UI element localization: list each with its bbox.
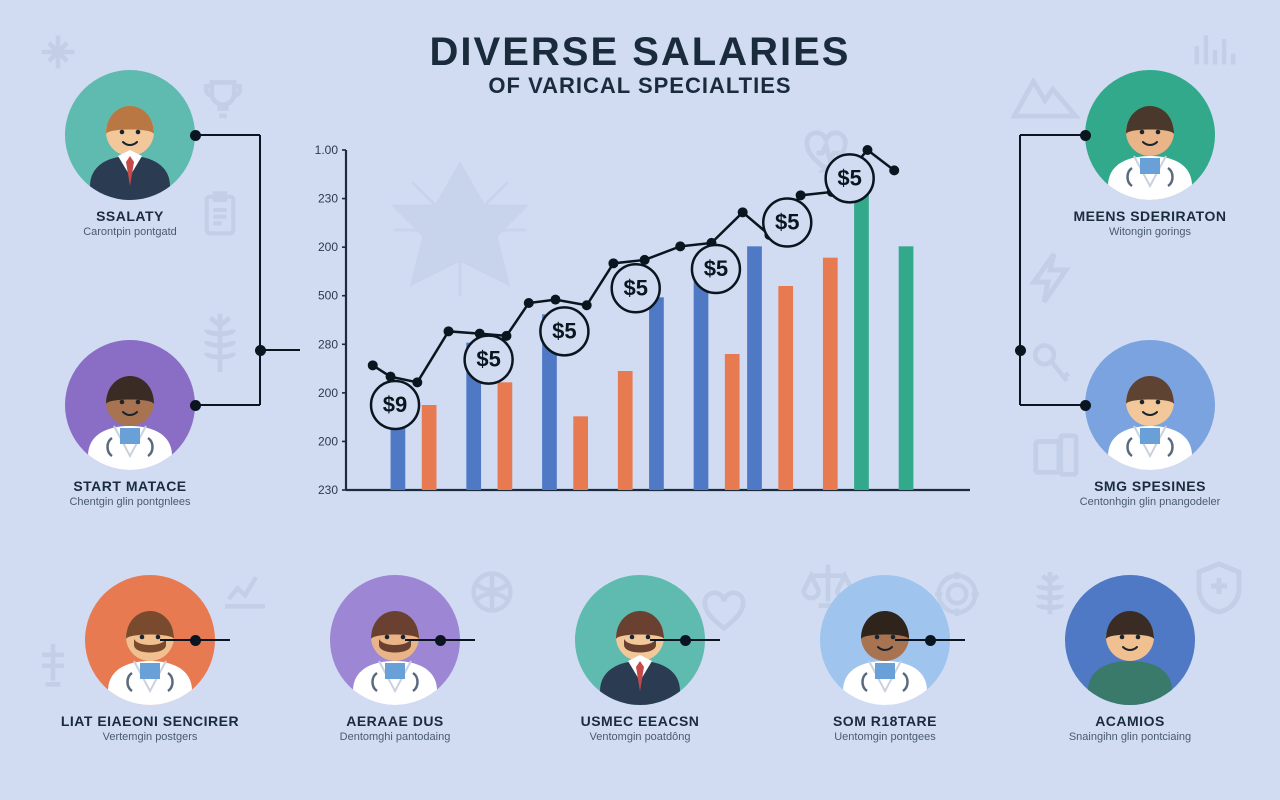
specialty-name: SSALATY [45,208,215,224]
specialty-name: USMEC EEACSN [545,713,735,729]
specialty-card: MEENS SDERIRATON Witongin gorings [1065,70,1235,238]
specialty-card: SOM R18TARE Uentomgin pontgees [790,575,980,743]
svg-text:200: 200 [318,386,338,400]
avatar [1085,340,1215,470]
specialty-name: AERAAE DUS [300,713,490,729]
svg-text:200: 200 [318,240,338,254]
specialty-caption: Ventomgin poatdông [545,731,735,743]
svg-text:$5: $5 [623,275,647,300]
specialty-card: ACAMIOS Snaingihn glin pontciaing [1035,575,1225,743]
bars-icon [1190,28,1240,68]
specialty-caption: Dentomghi pantodaing [300,731,490,743]
title-block: DIVERSE SALARIES OF VARICAL SPECIALTIES [430,30,851,99]
specialty-caption: Vertemgin postgers [55,731,245,743]
specialty-name: SOM R18TARE [790,713,980,729]
avatar [1085,70,1215,200]
svg-text:$5: $5 [837,165,861,190]
specialty-card: START MATACE Chentgin glin pontgnlees [45,340,215,508]
specialty-caption: Snaingihn glin pontciaing [1035,731,1225,743]
specialty-name: START MATACE [45,478,215,494]
salary-chart: 1.00 230 200 500 280 200 200 230 $9 $5 $5 $5 $5 $5 $5 [300,140,980,510]
specialty-caption: Centonhgin glin pnangodeler [1065,496,1235,508]
specialty-caption: Uentomgin pontgees [790,731,980,743]
specialty-card: SSALATY Carontpin pontgatd [45,70,215,238]
svg-text:$5: $5 [552,318,576,343]
plus-icon [36,30,80,74]
specialty-card: SMG SPESINES Centonhgin glin pnangodeler [1065,340,1235,508]
svg-text:230: 230 [318,192,338,206]
page-subtitle: OF VARICAL SPECIALTIES [430,73,851,99]
svg-text:200: 200 [318,434,338,448]
svg-text:$9: $9 [383,392,407,417]
avatar [1065,575,1195,705]
svg-text:$5: $5 [704,256,728,281]
bolt-icon [1025,250,1075,306]
svg-text:$5: $5 [476,347,500,372]
avatar [65,340,195,470]
svg-text:230: 230 [318,483,338,497]
specialty-caption: Witongin gorings [1065,226,1235,238]
specialty-card: USMEC EEACSN Ventomgin poatdông [545,575,735,743]
specialty-name: MEENS SDERIRATON [1065,208,1235,224]
avatar [65,70,195,200]
specialty-card: AERAAE DUS Dentomghi pantodaing [300,575,490,743]
specialty-name: ACAMIOS [1035,713,1225,729]
specialty-caption: Carontpin pontgatd [45,226,215,238]
svg-text:280: 280 [318,337,338,351]
svg-text:500: 500 [318,289,338,303]
specialty-caption: Chentgin glin pontgnlees [45,496,215,508]
specialty-card: LIAT EIAEONI SENCIRER Vertemgin postgers [55,575,245,743]
svg-text:$5: $5 [775,210,799,235]
specialty-name: LIAT EIAEONI SENCIRER [55,713,245,729]
specialty-name: SMG SPESINES [1065,478,1235,494]
svg-text:1.00: 1.00 [315,143,339,157]
page-title: DIVERSE SALARIES [430,30,851,75]
